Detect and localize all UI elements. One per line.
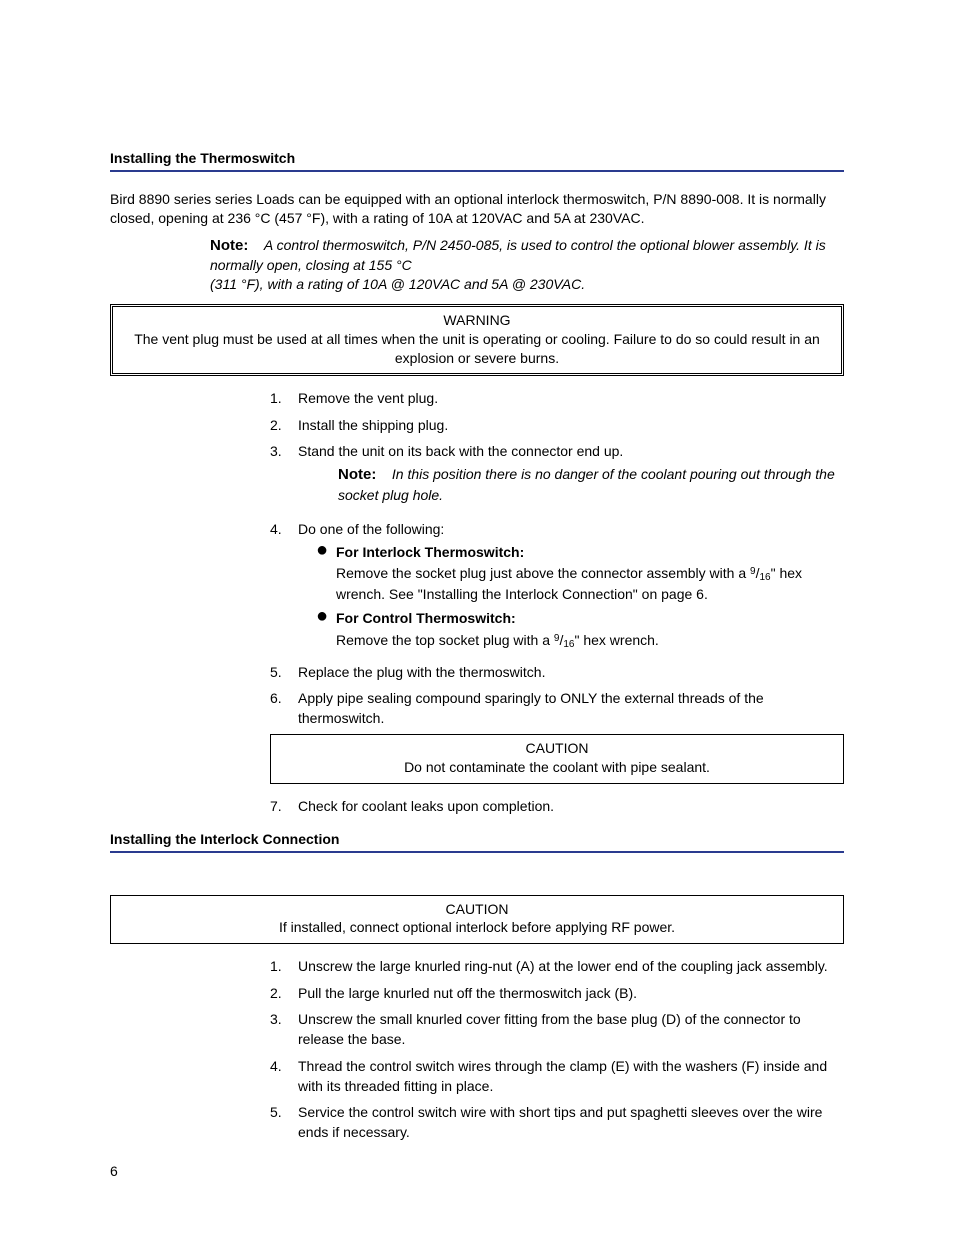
caution-body: If installed, connect optional interlock… [123,918,831,937]
steps-list-2: 1.Unscrew the large knurled ring-nut (A)… [270,956,844,1142]
intro-paragraph: Bird 8890 series series Loads can be equ… [110,190,844,228]
note-body-a: A control thermoswitch, P/N 2450-085, is… [210,237,826,273]
step-num: 4. [270,519,298,656]
step-num: 1. [270,388,298,408]
step-6: Apply pipe sealing compound sparingly to… [298,688,844,729]
step-num: 5. [270,1102,298,1143]
step-2: Install the shipping plug. [298,415,844,435]
step-1: Remove the vent plug. [298,388,844,408]
step-4: Do one of the following: ● For Interlock… [298,519,844,656]
warning-title: WARNING [125,311,829,330]
s2-step-5: Service the control switch wire with sho… [298,1102,844,1143]
step-num: 3. [270,1009,298,1050]
page-number: 6 [110,1163,118,1179]
step-num: 7. [270,796,298,816]
caution-box-interlock: CAUTION If installed, connect optional i… [110,895,844,945]
step-num: 1. [270,956,298,976]
s2-step-3: Unscrew the small knurled cover fitting … [298,1009,844,1050]
section-heading-interlock: Installing the Interlock Connection [110,831,844,853]
warning-box: WARNING The vent plug must be used at al… [110,304,844,377]
bullet-interlock: ● For Interlock Thermoswitch: Remove the… [316,543,844,605]
step-num: 5. [270,662,298,682]
caution-box-sealant: CAUTION Do not contaminate the coolant w… [270,734,844,784]
note-control-thermoswitch: Note: A control thermoswitch, P/N 2450-0… [210,236,844,294]
s2-step-4: Thread the control switch wires through … [298,1056,844,1097]
steps-list-1: 1.Remove the vent plug. 2.Install the sh… [270,388,844,816]
note-body: In this position there is no danger of t… [338,466,835,502]
s2-step-2: Pull the large knurled nut off the therm… [298,983,844,1003]
note-body-b: (311 °F), with a rating of 10A @ 120VAC … [210,276,585,292]
step-num: 4. [270,1056,298,1097]
step-num: 6. [270,688,298,729]
caution-title: CAUTION [283,739,831,758]
note-label: Note: [338,466,376,483]
step-num: 2. [270,415,298,435]
step-3: Stand the unit on its back with the conn… [298,441,844,512]
step-num: 3. [270,441,298,512]
step-num: 2. [270,983,298,1003]
bullet-icon: ● [316,543,336,605]
warning-body: The vent plug must be used at all times … [125,330,829,368]
bullet-icon: ● [316,609,336,652]
bullet-control: ● For Control Thermoswitch: Remove the t… [316,609,844,652]
caution-title: CAUTION [123,900,831,919]
page: Installing the Thermoswitch Bird 8890 se… [0,0,954,1235]
caution-body: Do not contaminate the coolant with pipe… [283,758,831,777]
note-label: Note: [210,237,248,254]
section-heading-thermoswitch: Installing the Thermoswitch [110,150,844,172]
step-3-note: Note: In this position there is no dange… [338,465,844,504]
s2-step-1: Unscrew the large knurled ring-nut (A) a… [298,956,844,976]
step-7: Check for coolant leaks upon completion. [298,796,844,816]
step-5: Replace the plug with the thermoswitch. [298,662,844,682]
